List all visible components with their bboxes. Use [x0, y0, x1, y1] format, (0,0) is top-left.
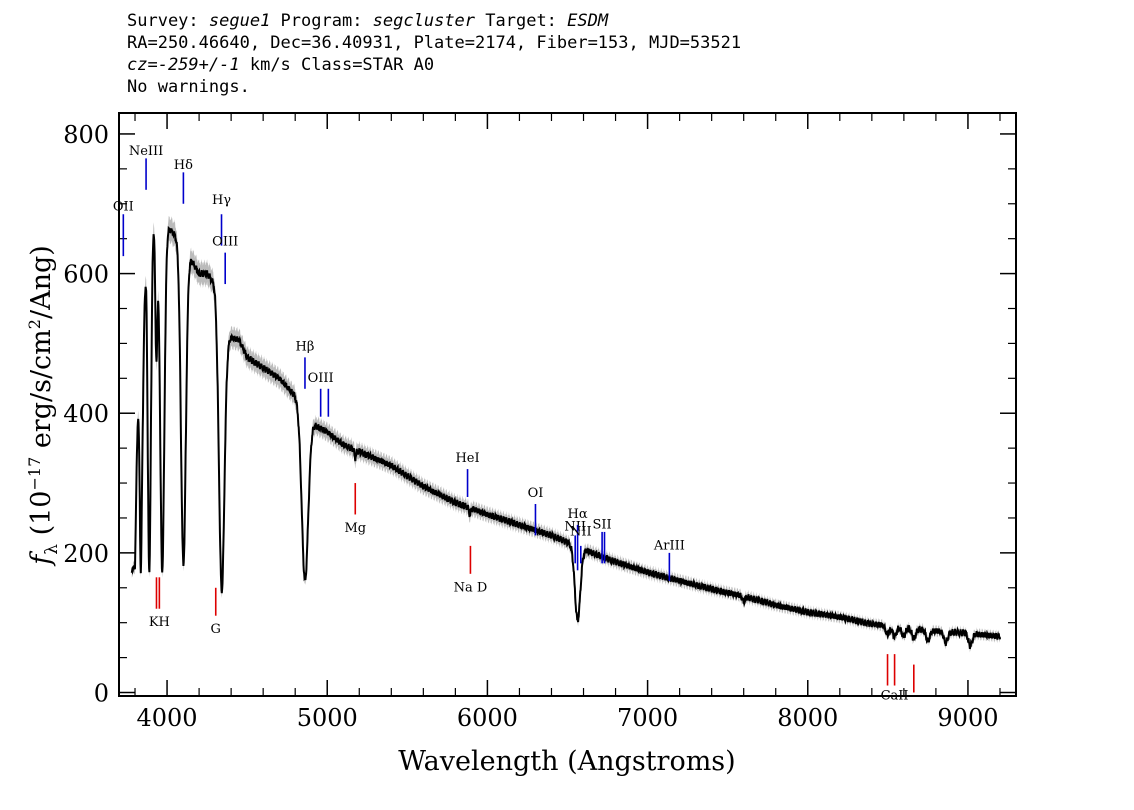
emission-line-label: Hγ [212, 193, 231, 208]
spectrum-series [130, 225, 1001, 650]
absorption-line-label: G [211, 622, 221, 637]
plot-frame [118, 112, 1017, 697]
x-tick-label: 5000 [297, 704, 358, 732]
emission-line-label: ArIII [653, 538, 685, 553]
target-value: ESDM [567, 11, 609, 31]
absorption-line-label: Na D [454, 580, 488, 595]
emission-line-label: NII [564, 520, 586, 535]
emission-line-label: HeI [455, 451, 479, 466]
x-tick-label: 4000 [137, 704, 198, 732]
axis-ticks: 4000 5000 6000 7000 8000 9000 0 200 400 600 800 [63, 113, 1016, 732]
program-value: segcluster [372, 11, 476, 31]
y-tick-label: 800 [63, 121, 109, 149]
header-survey-line: Survey: segue1 Program: segcluster Targe… [127, 10, 741, 32]
svg-text:fλ (10−17 erg/s/cm2/Ang): fλ (10−17 erg/s/cm2/Ang) [25, 245, 62, 567]
x-tick-label: 9000 [937, 704, 998, 732]
absorption-line-label: KH [149, 615, 170, 630]
header-warnings-line: No warnings. [127, 77, 250, 97]
y-tick-label: 600 [63, 261, 109, 289]
y-tick-label: 200 [63, 540, 109, 568]
emission-line-label: OIII [308, 371, 334, 386]
emission-line-label: OII [113, 200, 134, 215]
cz-unit-class: km/s Class=STAR A0 [239, 55, 435, 75]
emission-line-label: NeIII [129, 144, 163, 159]
emission-line-label: SII [593, 517, 612, 532]
program-label: Program: [270, 11, 373, 31]
y-axis-title: fλ (10−17 erg/s/cm2/Ang) [25, 245, 62, 567]
error-band [131, 216, 1001, 653]
emission-line-label: Hα [568, 507, 588, 522]
header-coordinates-line: RA=250.46640, Dec=36.40931, Plate=2174, … [127, 33, 742, 53]
y-tick-label: 400 [63, 400, 109, 428]
x-tick-label: 7000 [617, 704, 678, 732]
emission-line-label: NII [570, 524, 592, 539]
emission-line-label: OI [528, 486, 544, 501]
emission-line-label: OIII [212, 235, 238, 250]
y-tick-label: 0 [94, 680, 109, 708]
survey-label: Survey: [127, 11, 209, 31]
absorption-line-label: CaII [881, 688, 909, 703]
absorption-line-label: Mg [344, 521, 366, 536]
emission-line-label: Hβ [296, 339, 315, 354]
x-axis-title: Wavelength (Angstroms) [398, 746, 735, 777]
emission-line-label: Hδ [174, 158, 193, 173]
survey-value: segue1 [208, 11, 271, 31]
x-tick-label: 6000 [457, 704, 518, 732]
cz-value: -259+/-1 [157, 55, 240, 75]
header-redshift-line: cz=-259+/-1 km/s Class=STAR A0 [127, 54, 741, 76]
x-tick-label: 8000 [777, 704, 838, 732]
cz-label: cz= [127, 55, 158, 75]
target-label: Target: [475, 11, 568, 31]
spectrum-header: Survey: segue1 Program: segcluster Targe… [127, 10, 741, 98]
flux-error-band [131, 216, 1001, 653]
flux-line [130, 225, 1001, 650]
